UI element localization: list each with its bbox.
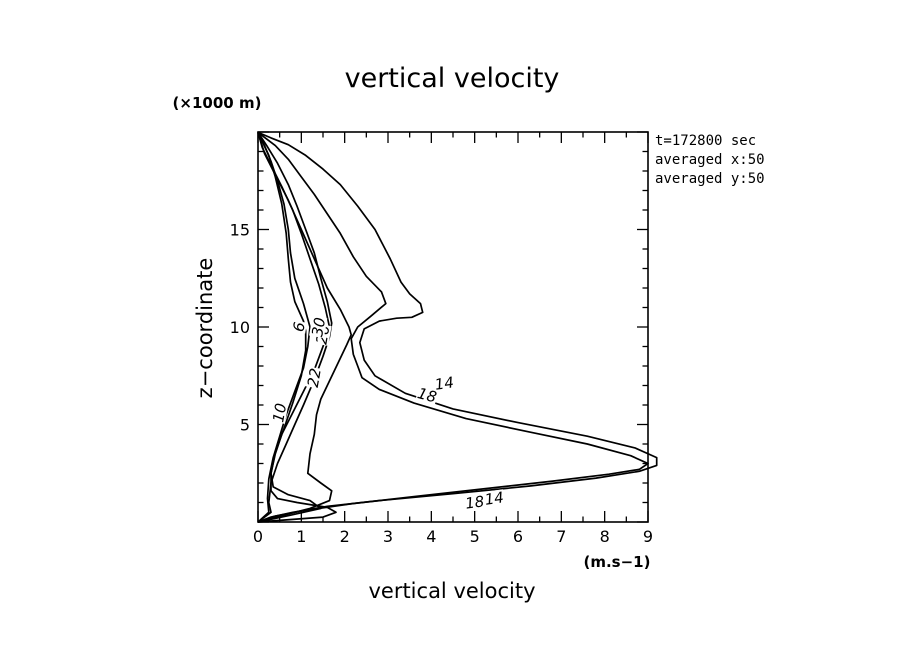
contour-label-backing bbox=[415, 384, 439, 405]
contour-label-group: 18 bbox=[463, 492, 486, 513]
series-line-18 bbox=[257, 131, 649, 523]
contour-label-backing bbox=[433, 374, 456, 392]
series-line-22 bbox=[257, 132, 353, 523]
contour-label: 14 bbox=[483, 488, 504, 508]
contour-label-backing bbox=[290, 320, 308, 334]
contour-label-backing bbox=[309, 315, 328, 339]
x-tick-label: 5 bbox=[470, 527, 480, 546]
contour-label-group: 6 bbox=[290, 320, 309, 334]
contour-label-group: 22 bbox=[304, 366, 325, 389]
y-tick-label: 15 bbox=[230, 221, 250, 240]
info-line-2: averaged x:50 bbox=[655, 152, 765, 168]
y-unit-label: (×1000 m) bbox=[173, 94, 262, 112]
x-tick-label: 1 bbox=[296, 527, 306, 546]
x-tick-label: 4 bbox=[426, 527, 436, 546]
x-tick-label: 7 bbox=[556, 527, 566, 546]
info-line-3: averaged y:50 bbox=[655, 171, 765, 187]
contour-label-group: 10 bbox=[269, 401, 290, 424]
x-tick-label: 8 bbox=[600, 527, 610, 546]
x-tick-label: 3 bbox=[383, 527, 393, 546]
series-line-10 bbox=[257, 132, 311, 523]
x-tick-label: 9 bbox=[643, 527, 653, 546]
contour-label-backing bbox=[270, 401, 289, 424]
series-line-30 bbox=[257, 132, 331, 523]
y-tick-label: 5 bbox=[240, 416, 250, 435]
series-line-14 bbox=[257, 131, 658, 523]
x-axis-label: vertical velocity bbox=[368, 579, 535, 603]
x-unit-label: (m.s−1) bbox=[584, 553, 651, 571]
contour-label-group: 30 bbox=[308, 315, 329, 339]
contour-labels: 14181418222630610 bbox=[269, 315, 506, 513]
contour-label-group: 14 bbox=[483, 488, 506, 509]
x-tick-label: 2 bbox=[340, 527, 350, 546]
y-tick-label: 10 bbox=[230, 318, 250, 337]
contour-label: 18 bbox=[415, 384, 438, 406]
contour-label-backing bbox=[304, 366, 323, 389]
y-axis-label: z−coordinate bbox=[193, 258, 217, 399]
x-tick-label: 0 bbox=[253, 527, 263, 546]
contour-label: 22 bbox=[304, 367, 325, 389]
x-tick-label: 6 bbox=[513, 527, 523, 546]
chart-title: vertical velocity bbox=[345, 63, 560, 94]
contour-label-group: 14 bbox=[433, 373, 456, 394]
contour-label: 18 bbox=[464, 492, 485, 512]
contour-label: 14 bbox=[434, 373, 455, 393]
contour-label-group: 18 bbox=[415, 384, 439, 406]
contour-label: 10 bbox=[269, 402, 290, 424]
contour-label: 6 bbox=[290, 321, 309, 334]
contour-label: 30 bbox=[308, 316, 329, 338]
profile-curves bbox=[257, 131, 658, 523]
info-line-1: t=172800 sec bbox=[655, 133, 756, 149]
axis-ticks: 0 1 2 3 4 5 6 7 8 9 5 10 15 bbox=[230, 131, 653, 546]
contour-label-backing bbox=[463, 493, 486, 511]
contour-label-backing bbox=[483, 489, 506, 507]
